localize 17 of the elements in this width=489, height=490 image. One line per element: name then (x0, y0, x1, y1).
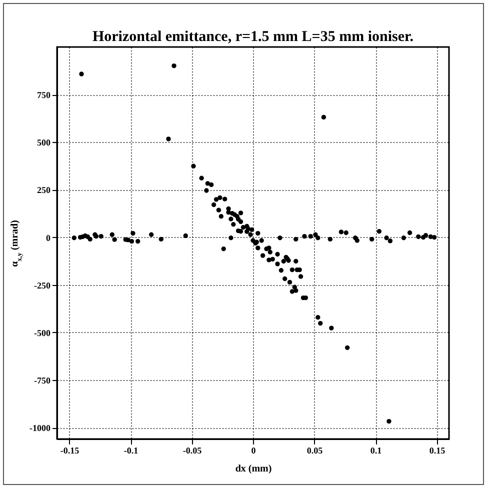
y-tick-label: -250 (34, 280, 51, 290)
y-tick-label: -750 (34, 376, 51, 386)
y-tick-label: 0 (46, 232, 51, 243)
chart-title: Horizontal emittance, r=1.5 mm L=35 mm ioniser. (92, 29, 414, 45)
x-axis-title: dx (mm) (235, 464, 272, 474)
y-tick-label: 250 (37, 185, 51, 196)
y-tick-label: -1000 (30, 423, 51, 434)
y-tick-label: 750 (37, 90, 51, 100)
y-tick-label: -500 (34, 328, 51, 338)
y-tick-label: 500 (37, 138, 51, 148)
x-tick-label: 0 (251, 446, 256, 456)
x-tick-label: 0.1 (370, 446, 382, 456)
x-tick-label: 0.05 (306, 446, 324, 456)
x-tick-label: -0.1 (124, 446, 139, 456)
x-tick-label: -0.15 (60, 446, 80, 456)
x-tick-label: 0.15 (429, 446, 446, 456)
x-tick-label: -0.05 (182, 446, 202, 456)
